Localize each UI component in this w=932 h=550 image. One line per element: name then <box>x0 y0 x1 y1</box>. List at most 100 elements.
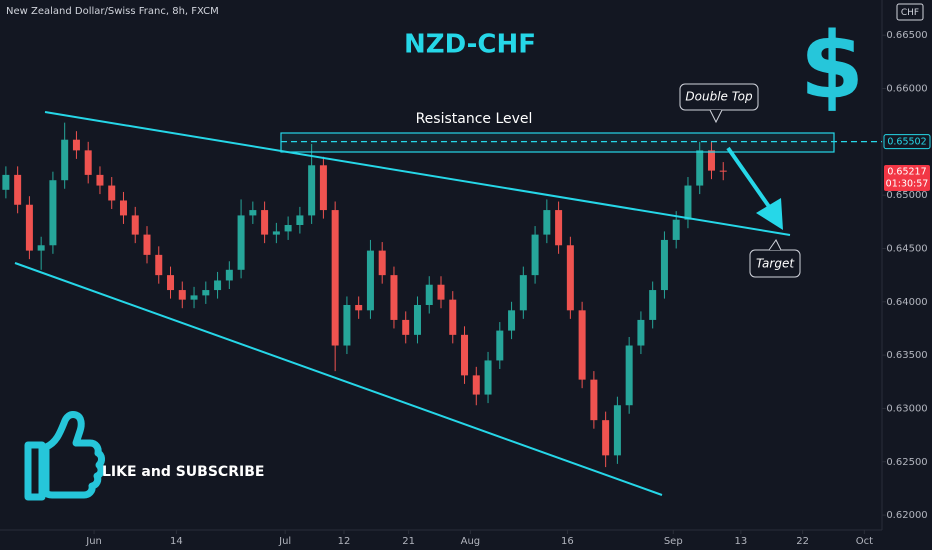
candle-body <box>319 165 327 211</box>
candle-body <box>190 295 198 300</box>
x-tick-label: Jul <box>278 536 291 547</box>
cta-label: LIKE and SUBSCRIBE <box>102 464 264 480</box>
candle-body <box>684 185 692 220</box>
target-arrow-head <box>756 198 783 230</box>
candle-body <box>119 200 127 216</box>
candle-body <box>96 174 104 186</box>
candle-body <box>508 310 516 331</box>
candle-body <box>167 275 175 291</box>
x-tick-label: 21 <box>402 536 415 547</box>
x-tick-label: 16 <box>561 536 574 547</box>
candle-body <box>272 231 280 235</box>
candle-body <box>37 245 45 251</box>
candle-body <box>496 330 504 361</box>
candle-body <box>296 215 304 226</box>
candle-body <box>214 280 222 291</box>
candle-body <box>543 210 551 235</box>
y-tick-label: 0.65000 <box>886 190 927 201</box>
y-tick-label: 0.63500 <box>886 350 927 361</box>
candle-body <box>366 250 374 311</box>
candle-body <box>202 290 210 296</box>
candle-body <box>625 345 633 406</box>
candle-body <box>378 250 386 276</box>
y-tick-label: 0.62500 <box>886 457 927 468</box>
dollar-icon: $ <box>800 12 864 119</box>
symbol-label: New Zealand Dollar/Swiss Franc, 8h, FXCM <box>6 6 219 17</box>
candle-body <box>237 215 245 270</box>
candle-body <box>249 210 257 216</box>
candle-body <box>461 334 469 376</box>
candle-body <box>261 210 269 235</box>
candle-body <box>696 150 704 186</box>
x-tick-label: Jun <box>85 536 102 547</box>
candle-body <box>178 290 186 300</box>
candles <box>2 122 727 468</box>
candle-body <box>425 284 433 305</box>
candle-body <box>72 139 80 151</box>
candle-body <box>284 225 292 232</box>
resistance-label: Resistance Level <box>416 111 533 127</box>
candle-body <box>660 239 668 291</box>
x-tick-label: Aug <box>461 536 481 547</box>
candle-body <box>2 174 10 190</box>
candle-body <box>578 310 586 380</box>
thumbs-up-icon <box>24 411 105 501</box>
candle-body <box>331 210 339 346</box>
resistance-zone <box>280 132 835 153</box>
candle-body <box>25 204 33 251</box>
candle-body <box>649 290 657 320</box>
last-price-label: 0.65217 <box>887 167 926 178</box>
candle-body <box>637 319 645 346</box>
candle-body <box>143 234 151 255</box>
double-top-label: Double Top <box>685 90 753 104</box>
candle-body <box>308 165 316 216</box>
candle-body <box>449 299 457 335</box>
x-tick-label: 13 <box>735 536 748 547</box>
candle-body <box>49 180 57 246</box>
candle-body <box>84 150 92 175</box>
candle-body <box>519 275 527 311</box>
y-tick-label: 0.64000 <box>886 297 927 308</box>
y-tick-label: 0.62000 <box>886 510 927 521</box>
candle-body <box>590 379 598 421</box>
chart-title: NZD-CHF <box>404 30 536 60</box>
y-tick-label: 0.66000 <box>886 84 927 95</box>
candle-body <box>707 150 715 171</box>
candle-body <box>719 170 727 172</box>
last-price-box <box>884 165 930 192</box>
candle-body <box>613 405 621 456</box>
candle-body <box>225 269 233 281</box>
currency-label: CHF <box>901 8 919 18</box>
candle-body <box>531 234 539 276</box>
y-tick-label: 0.63000 <box>886 403 927 414</box>
target-label: Target <box>756 257 795 271</box>
candle-body <box>355 304 363 311</box>
candle-body <box>131 215 139 235</box>
candle-body <box>672 219 680 240</box>
countdown-label: 01:30:57 <box>886 179 929 190</box>
y-tick-label: 0.66500 <box>886 30 927 41</box>
candle-body <box>108 185 116 201</box>
double-top-pointer <box>709 109 723 124</box>
candle-body <box>402 319 410 335</box>
candle-body <box>390 275 398 320</box>
x-tick-label: Oct <box>856 536 873 547</box>
candle-body <box>566 245 574 311</box>
candle-body <box>484 360 492 395</box>
candle-body <box>343 304 351 346</box>
lower-trendline <box>14 262 663 496</box>
candle-body <box>472 375 480 395</box>
x-tick-label: 22 <box>796 536 809 547</box>
x-tick-label: Sep <box>664 536 683 547</box>
candle-body <box>155 254 163 276</box>
resistance-price-label: 0.65502 <box>887 137 926 148</box>
resistance-price-box <box>883 134 931 150</box>
candle-body <box>413 304 421 335</box>
upper-trendline <box>44 111 791 236</box>
candle-body <box>61 139 69 181</box>
candle-body <box>602 420 610 456</box>
candle-body <box>437 284 445 300</box>
target-arrow-shaft <box>726 146 772 210</box>
